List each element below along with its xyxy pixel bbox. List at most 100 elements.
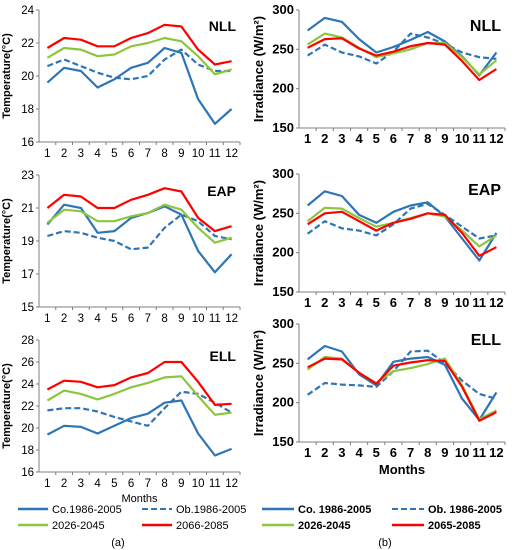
x-tick-label: 12	[489, 131, 503, 146]
x-tick-label: 4	[355, 131, 363, 146]
x-tick-label: 6	[390, 445, 397, 460]
series-line-0	[46, 46, 233, 125]
x-tick-label: 4	[355, 295, 363, 310]
series-line-3	[46, 187, 232, 233]
x-tick-label: 9	[178, 148, 184, 160]
x-tick-label: 6	[390, 295, 397, 310]
x-tick-label: 8	[424, 295, 431, 310]
x-tick-label: 10	[192, 148, 205, 160]
chart-title: NLL	[470, 18, 501, 35]
x-tick-label: 11	[472, 295, 486, 310]
y-tick-label: 17	[21, 269, 34, 281]
x-tick-label: 7	[407, 445, 414, 460]
x-tick-label: 6	[128, 478, 134, 490]
x-tick-label: 3	[78, 313, 84, 325]
x-tick-label: 12	[225, 478, 238, 490]
y-tick-label: 28	[21, 335, 34, 347]
y-tick-label: 150	[272, 284, 294, 299]
x-tick-label: 7	[407, 295, 414, 310]
x-tick-label: 10	[455, 131, 469, 146]
x-tick-label: 9	[441, 445, 448, 460]
y-axis-label: Irradiance (W/m²)	[251, 180, 266, 286]
x-tick-label: 11	[472, 131, 486, 146]
x-tick-label: 2	[321, 295, 328, 310]
x-tick-label: 2	[321, 445, 328, 460]
x-tick-label: 8	[161, 148, 167, 160]
x-tick-label: 7	[407, 131, 414, 146]
y-tick-label: 21	[21, 203, 34, 215]
x-tick-label: 3	[338, 445, 345, 460]
y-tick-label: 19	[21, 236, 34, 248]
legend-b-label-3: 2065-2085	[428, 520, 481, 532]
legend-a-label-3: 2066-2085	[176, 520, 229, 532]
series-line-3	[46, 23, 232, 66]
panel-label-b: (b)	[378, 537, 391, 549]
y-tick-label: 18	[21, 445, 34, 457]
x-tick-label: 3	[338, 295, 345, 310]
panel-label-a: (a)	[111, 537, 124, 549]
series-line-0	[306, 190, 498, 262]
x-tick-label: 10	[455, 445, 469, 460]
chart-title: EAP	[468, 182, 501, 199]
chart-title: NLL	[209, 18, 237, 34]
x-tick-label: 3	[78, 478, 84, 490]
series-line-2	[46, 375, 232, 416]
series-line-2	[307, 32, 498, 76]
series-line-3	[307, 37, 497, 82]
x-tick-label: 1	[304, 445, 311, 460]
y-tick-label: 150	[272, 120, 294, 135]
series-line-1	[307, 32, 497, 65]
x-tick-label: 9	[441, 131, 448, 146]
series-line-1	[47, 390, 233, 427]
y-tick-label: 250	[272, 41, 294, 56]
y-tick-label: 200	[272, 81, 294, 96]
x-tick-label: 1	[304, 295, 311, 310]
x-tick-label: 9	[178, 313, 184, 325]
legend-a-label-0: Co.1986-2005	[52, 504, 122, 516]
series-line-3	[46, 360, 232, 406]
series-line-1	[306, 202, 497, 240]
y-axis-label: Temperature(°C)	[1, 363, 13, 449]
x-tick-label: 4	[94, 313, 101, 325]
x-tick-label: 6	[128, 148, 134, 160]
x-tick-label: 10	[455, 295, 469, 310]
x-tick-label: 12	[225, 148, 238, 160]
x-tick-label: 3	[338, 131, 345, 146]
x-tick-label: 10	[192, 478, 205, 490]
x-tick-label: 12	[489, 445, 503, 460]
x-tick-label: 8	[161, 478, 167, 490]
y-tick-label: 15	[21, 302, 34, 314]
x-tick-label: 12	[225, 313, 238, 325]
x-axis-label: Months	[121, 493, 158, 505]
chart-title: ELL	[210, 348, 237, 364]
x-tick-label: 4	[94, 478, 101, 490]
series-line-2	[46, 203, 232, 244]
y-tick-label: 22	[21, 38, 34, 50]
x-tick-label: 4	[94, 148, 101, 160]
x-tick-label: 5	[111, 148, 117, 160]
x-tick-label: 8	[161, 313, 167, 325]
y-tick-label: 22	[21, 401, 34, 413]
series-line-1	[47, 213, 232, 251]
chart-title: ELL	[471, 332, 501, 349]
x-tick-label: 1	[44, 313, 50, 325]
x-tick-label: 3	[78, 148, 84, 160]
y-axis-label: Temperature(°C)	[1, 33, 13, 119]
x-tick-label: 2	[61, 313, 67, 325]
x-tick-label: 1	[304, 131, 311, 146]
x-tick-label: 7	[145, 148, 151, 160]
y-axis-label: Irradiance (W/m²)	[251, 330, 266, 436]
legend-a-label-1: Ob.1986-2005	[176, 504, 246, 516]
y-tick-label: 24	[21, 5, 34, 17]
x-tick-label: 6	[128, 313, 134, 325]
x-tick-label: 7	[145, 313, 151, 325]
y-tick-label: 23	[21, 170, 34, 182]
x-tick-label: 4	[355, 445, 363, 460]
x-tick-label: 8	[424, 445, 431, 460]
x-tick-label: 5	[373, 445, 380, 460]
series-line-1	[306, 349, 497, 400]
